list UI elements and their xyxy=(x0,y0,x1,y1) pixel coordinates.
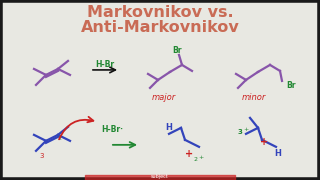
Text: subject: subject xyxy=(151,174,169,179)
Text: 2: 2 xyxy=(193,157,197,162)
Text: Anti-Markovnikov: Anti-Markovnikov xyxy=(81,21,239,35)
Text: H-Br: H-Br xyxy=(95,60,115,69)
Text: H: H xyxy=(165,123,172,132)
Text: Br: Br xyxy=(286,81,295,90)
Text: 3: 3 xyxy=(40,153,44,159)
Text: H-Br·: H-Br· xyxy=(101,125,123,134)
Text: 3: 3 xyxy=(237,129,243,135)
Text: +: + xyxy=(260,137,268,147)
Text: Br: Br xyxy=(172,46,182,55)
Text: +: + xyxy=(244,127,249,132)
Text: H: H xyxy=(275,149,281,158)
Text: +: + xyxy=(198,155,203,160)
Text: minor: minor xyxy=(242,93,266,102)
Text: 2: 2 xyxy=(58,136,62,141)
Text: major: major xyxy=(152,93,176,102)
Text: Markovnikov vs.: Markovnikov vs. xyxy=(87,5,233,21)
Text: +: + xyxy=(185,149,193,159)
